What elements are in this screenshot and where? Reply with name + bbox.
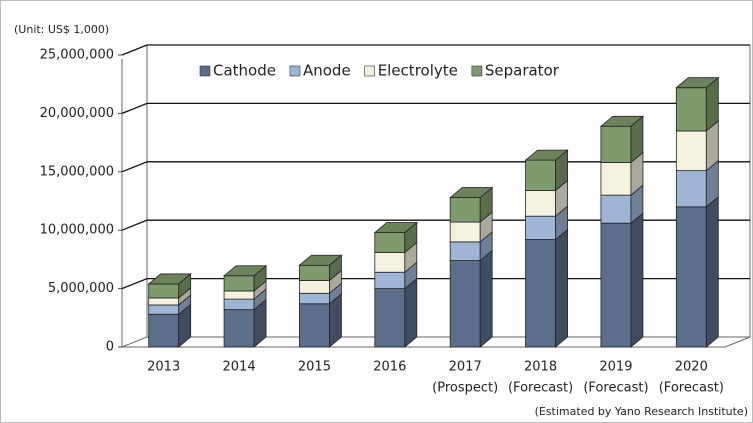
bar-segment [223, 309, 255, 348]
x-tick-sublabel: (Forecast) [583, 381, 648, 396]
y-tick-label: 0 [106, 340, 114, 355]
legend-swatch [471, 65, 483, 77]
bar-segment [374, 271, 406, 289]
bar-segment [299, 280, 330, 294]
bar-segment [449, 241, 481, 261]
bar-top [524, 149, 569, 161]
x-tick-label: 2016 [373, 360, 406, 375]
legend-swatch [364, 65, 375, 77]
x-tick-sublabel: (Prospect) [432, 381, 498, 396]
bar-segment [148, 313, 180, 348]
bar-segment [449, 260, 481, 348]
bar-segment [299, 303, 330, 348]
y-tick-label: 25,000,000 [40, 48, 114, 63]
bar-segment [525, 215, 556, 240]
bar-segment [675, 170, 707, 208]
x-tick-sublabel: (Forecast) [659, 381, 724, 396]
bar-segment [299, 292, 330, 305]
bar-side [705, 195, 719, 348]
unit-note: (Unit: US$ 1,000) [14, 23, 109, 36]
bar-top [599, 115, 645, 127]
y-tick-label: 5,000,000 [48, 281, 114, 296]
x-tick-label: 2013 [147, 360, 180, 375]
bar-top [222, 265, 268, 277]
bar-segment [148, 297, 180, 306]
bar-segment [299, 264, 330, 281]
bar-segment [148, 283, 180, 299]
bar-side [479, 249, 493, 348]
x-tick-label: 2020 [675, 360, 708, 375]
legend-label: Anode [303, 62, 351, 80]
legend-swatch [289, 65, 301, 77]
bar-top [373, 222, 418, 233]
bar-segment [223, 298, 255, 311]
x-tick-label: 2014 [223, 360, 256, 375]
bar-side [404, 277, 418, 348]
bar-segment [525, 159, 556, 191]
bar-segment [223, 290, 255, 300]
bar-segment [525, 190, 556, 217]
bar-segment [148, 304, 180, 315]
bar-top [147, 273, 192, 285]
floor [121, 336, 751, 348]
bar-top [675, 77, 720, 89]
bar-segment [600, 125, 632, 163]
bar-segment [675, 206, 707, 348]
x-tick-label: 2017 [449, 360, 482, 375]
y-tick-label: 15,000,000 [40, 164, 114, 179]
bar-segment [675, 87, 707, 132]
bar-segment [449, 197, 481, 223]
bar-side [555, 228, 568, 348]
bar-segment [600, 222, 632, 348]
bar-segment [675, 130, 707, 172]
bar-segment [223, 275, 255, 292]
bar-segment [449, 221, 481, 243]
legend-label: Separator [485, 62, 560, 80]
bar-top [298, 254, 343, 266]
bar-segment [525, 239, 556, 348]
bar-segment [600, 162, 632, 196]
legend-label: Cathode [213, 62, 276, 80]
x-tick-label: 2015 [298, 360, 331, 375]
x-tick-sublabel: (Forecast) [508, 381, 573, 396]
bar-segment [374, 251, 406, 273]
grid-line [121, 102, 750, 115]
x-tick-label: 2018 [524, 360, 557, 375]
bar-side [630, 212, 644, 348]
bar-segment [600, 194, 632, 224]
source-note: (Estimated by Yano Research Institute) [535, 405, 748, 418]
legend-label: Electrolyte [378, 62, 458, 80]
y-tick-label: 20,000,000 [40, 106, 114, 121]
x-tick-label: 2019 [599, 360, 632, 375]
bar-segment [374, 288, 406, 348]
y-tick-label: 10,000,000 [40, 223, 114, 238]
bar-segment [374, 232, 406, 253]
grid-line [121, 44, 750, 56]
bar-top [449, 187, 494, 198]
legend-swatch [199, 65, 211, 77]
